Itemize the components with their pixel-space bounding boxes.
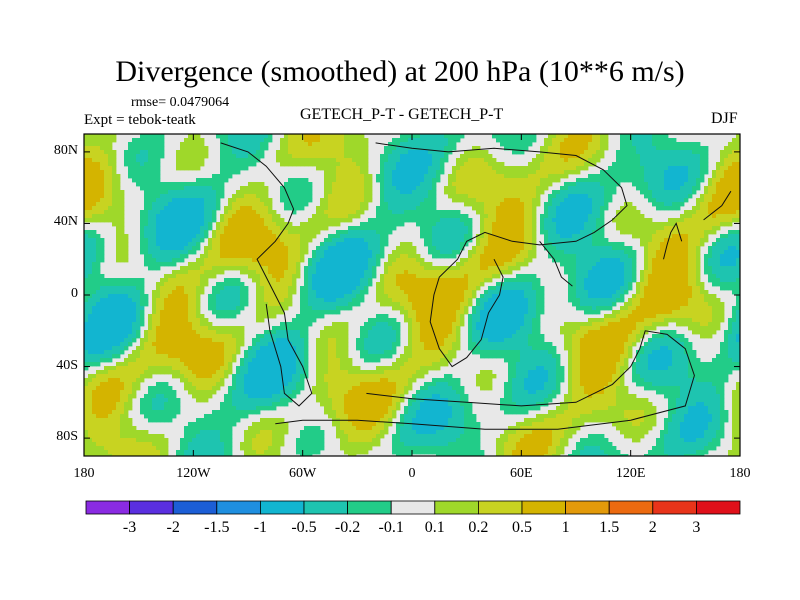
coastline-4 [663, 222, 683, 260]
lat-label: 40S [56, 357, 78, 373]
lat-label: 80S [56, 429, 78, 445]
lon-label: 180 [73, 466, 95, 481]
colorbar-swatch [696, 500, 741, 515]
colorbar-swatch [390, 500, 436, 515]
colorbar-label: 0.5 [512, 519, 532, 536]
rmse-label: rmse= 0.0479064 [131, 95, 230, 110]
lat-label: 0 [71, 286, 78, 301]
divergence-field [84, 134, 740, 456]
colorbar-swatch [347, 500, 392, 515]
colorbar-label: 2 [648, 519, 657, 536]
axis-ticks [83, 134, 741, 456]
colorbar-label: -2 [166, 519, 180, 536]
colorbar-label: 1.5 [599, 519, 620, 536]
coastline-3 [539, 240, 573, 287]
colorbar-label: -0.1 [378, 519, 404, 536]
colorbar-swatch [434, 500, 479, 515]
coastline-5 [703, 190, 732, 221]
lon-label: 60E [510, 466, 533, 481]
coastline-1 [375, 142, 628, 368]
coastline-0 [220, 142, 313, 407]
colorbar-swatch [608, 500, 654, 515]
lat-label: 80N [53, 142, 78, 158]
colorbar-swatch [565, 500, 610, 515]
colorbar-swatch [477, 500, 523, 515]
colorbar-swatch [216, 500, 261, 515]
lat-label: 40N [53, 214, 78, 230]
colorbar-label: -1 [253, 519, 268, 536]
season-label: DJF [711, 110, 738, 127]
lon-label: 120E [615, 466, 646, 481]
colorbar-label: 0.2 [468, 519, 489, 536]
colorbar-label: -0.2 [334, 519, 361, 536]
colorbar-swatch [85, 500, 130, 515]
coastlines [220, 142, 732, 430]
experiment-label: Expt = tebok-teatk [84, 112, 196, 128]
colorbar-swatch [259, 500, 305, 515]
lon-label: 0 [408, 466, 416, 481]
colorbar-swatch [521, 500, 566, 515]
chart-title: Divergence (smoothed) at 200 hPa (10**6 … [115, 55, 685, 88]
colorbar-label: -0.5 [291, 519, 317, 536]
coastline-2 [275, 330, 695, 430]
colorbar-swatch [172, 500, 218, 515]
colorbar-label: 1 [561, 519, 570, 536]
lon-label: 180 [729, 466, 751, 481]
colorbar [85, 500, 741, 515]
comparison-label: GETECH_P-T - GETECH_P-T [300, 106, 504, 123]
colorbar-swatch [303, 500, 348, 515]
colorbar-swatch [652, 500, 697, 515]
colorbar-label: 3 [692, 519, 701, 536]
colorbar-swatch [129, 500, 174, 515]
colorbar-label: -3 [122, 519, 137, 536]
lon-label: 120W [176, 466, 211, 481]
colorbar-label: 0.1 [424, 519, 445, 536]
colorbar-label: -1.5 [204, 519, 230, 536]
lon-label: 60W [289, 466, 317, 481]
